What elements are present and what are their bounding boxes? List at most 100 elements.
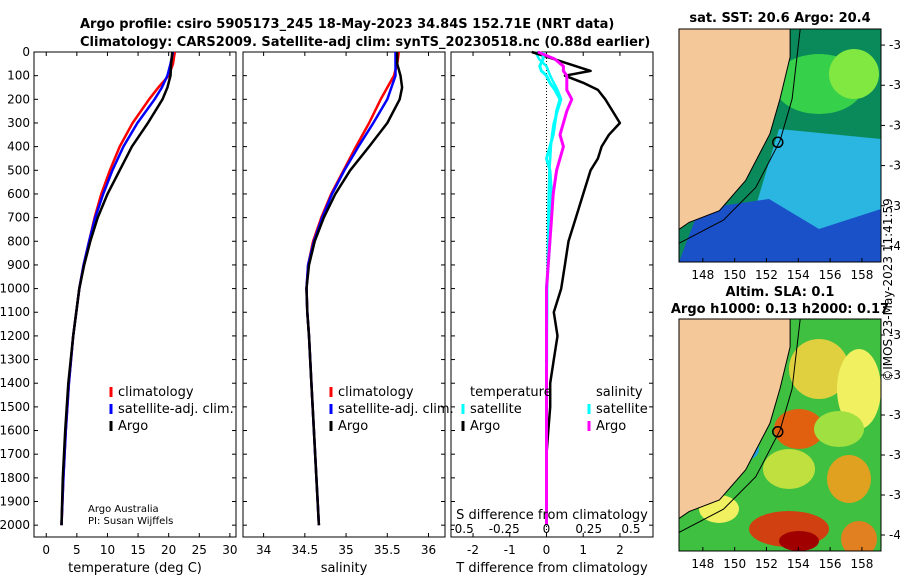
- salinity-x-tick-label: 34.5: [291, 543, 318, 557]
- temperature-x-tick-label: 15: [130, 543, 145, 557]
- depth-tick-label: 1100: [0, 305, 30, 319]
- credit-org: Argo Australia: [88, 504, 159, 515]
- depth-tick-label: 1500: [0, 400, 30, 414]
- sla-map-title-2: Argo h1000: 0.13 h2000: 0.17: [671, 302, 889, 317]
- difference-top-label: S difference from climatology: [456, 508, 648, 523]
- temperature-x-tick-label: 20: [161, 543, 176, 557]
- sla-map-frame: [678, 318, 882, 552]
- depth-tick-label: 1900: [0, 495, 30, 509]
- sla-map-anomaly-blob: [827, 455, 871, 503]
- depth-tick-label: 1200: [0, 329, 30, 343]
- sst-map-y-tick-label: -40: [889, 239, 900, 253]
- depth-tick-label: 1800: [0, 471, 30, 485]
- depth-tick-label: 1400: [0, 376, 30, 390]
- salinity-legend-label: satellite-adj. clim.: [338, 402, 454, 417]
- salinity-line-argo: [305, 52, 404, 526]
- sla-map-anomaly-blob: [779, 531, 819, 551]
- temperature-x-tick-label: 30: [222, 543, 237, 557]
- sla-map-y-tick-label: -38: [889, 488, 900, 502]
- sla-map-x-tick-label: 152: [755, 557, 778, 571]
- difference-line-salinity-satellite: [538, 52, 562, 526]
- depth-tick-label: 200: [7, 92, 30, 106]
- sla-map-y-tick-label: -30: [889, 328, 900, 342]
- difference-legend-label: Argo: [596, 419, 626, 434]
- credit-pi: PI: Susan Wijffels: [88, 516, 173, 527]
- sst-warm-core: [829, 49, 879, 99]
- temperature-x-tick-label: 0: [42, 543, 50, 557]
- difference-legend-label: satellite: [596, 402, 648, 417]
- depth-tick-label: 300: [7, 116, 30, 130]
- depth-tick-label: 800: [7, 234, 30, 248]
- temperature-legend-label: climatology: [118, 385, 194, 400]
- sst-map-field: [679, 29, 881, 262]
- depth-tick-label: 700: [7, 211, 30, 225]
- sla-map-anomaly-blob: [789, 339, 849, 399]
- difference-x-label: T difference from climatology: [455, 561, 648, 576]
- sla-map-land: [679, 319, 791, 520]
- depth-tick-label: 0: [22, 45, 30, 59]
- temperature-legend-label: Argo: [118, 419, 148, 434]
- sla-map-x-tick-label: 156: [819, 557, 842, 571]
- difference-axes-frame: [450, 51, 654, 538]
- timestamp: ©IMOS 23-May-2023 11:41:59: [881, 198, 895, 382]
- temperature-x-label: temperature (deg C): [68, 561, 202, 576]
- salinity-x-tick-label: 35.5: [374, 543, 401, 557]
- salinity-legend-label: climatology: [338, 385, 414, 400]
- salinity-line-satellite-adj--clim-: [305, 52, 397, 526]
- difference-x-tick-label: 2: [616, 543, 624, 557]
- difference-x-tick-label: 0: [543, 543, 551, 557]
- sst-map-x-tick-label: 154: [787, 268, 810, 282]
- difference-x-tick-label: -1: [504, 543, 516, 557]
- sla-map-y-tick-label: -36: [889, 448, 900, 462]
- sst-map-y-tick-label: -38: [889, 199, 900, 213]
- salinity-x-label: salinity: [321, 561, 368, 576]
- depth-tick-label: 1000: [0, 282, 30, 296]
- sst-cold-water: [679, 199, 881, 262]
- sst-map-x-tick-label: 150: [723, 268, 746, 282]
- depth-tick-label: 400: [7, 140, 30, 154]
- sst-map-title: sat. SST: 20.6 Argo: 20.4: [689, 11, 870, 26]
- depth-tick-label: 500: [7, 163, 30, 177]
- sst-map-y-tick-label: -34: [889, 118, 900, 132]
- salinity-legend-label: Argo: [338, 419, 368, 434]
- sst-map-x-tick-label: 156: [819, 268, 842, 282]
- sst-map-x-tick-label: 148: [691, 268, 714, 282]
- difference-legend-label: satellite: [470, 402, 522, 417]
- sla-map-argo-marker: [772, 426, 784, 438]
- depth-tick-label: 1700: [0, 447, 30, 461]
- sla-map-shelf-contour: [679, 319, 801, 533]
- sla-map-y-tick-label: -34: [889, 408, 900, 422]
- depth-tick-label: 900: [7, 258, 30, 272]
- difference-legend-label: Argo: [470, 419, 500, 434]
- sla-map-x-tick-label: 154: [787, 557, 810, 571]
- sst-map-y-tick-label: -36: [889, 159, 900, 173]
- salinity-x-tick-label: 35: [338, 543, 353, 557]
- sla-map-y-tick-label: -40: [889, 528, 900, 542]
- depth-tick-label: 100: [7, 69, 30, 83]
- sla-map-anomaly-blob: [774, 409, 824, 449]
- sla-map-anomaly-blob: [837, 349, 881, 429]
- salinity-x-tick-label: 34: [256, 543, 271, 557]
- difference-legend-title-salinity: salinity: [596, 385, 643, 400]
- temperature-x-tick-label: 10: [100, 543, 115, 557]
- difference-legend-title-temperature: temperature: [470, 385, 552, 400]
- depth-tick-label: 1600: [0, 424, 30, 438]
- depth-tick-label: 2000: [0, 518, 30, 532]
- difference-line-temperature-argo: [531, 50, 622, 526]
- sst-map-frame: [678, 28, 882, 263]
- sla-map-anomaly-blob: [763, 449, 815, 489]
- temperature-line-argo: [60, 51, 174, 526]
- sst-map-argo-marker: [772, 136, 784, 149]
- difference-x-tick-label: -2: [467, 543, 479, 557]
- temperature-axes-frame: [33, 51, 237, 538]
- sst-map-y-tick-label: -32: [889, 78, 900, 92]
- sla-map-title-1: Altim. SLA: 0.1: [726, 285, 835, 300]
- sst-map-land: [679, 29, 791, 230]
- depth-tick-label: 600: [7, 187, 30, 201]
- sst-map-x-tick-label: 158: [850, 268, 873, 282]
- sla-map-y-tick-label: -32: [889, 368, 900, 382]
- sla-map-field: [679, 319, 881, 551]
- difference-x-tick-label: 1: [579, 543, 587, 557]
- difference-line-temperature-satellite: [534, 51, 563, 526]
- sla-map-anomaly-blob: [841, 521, 877, 551]
